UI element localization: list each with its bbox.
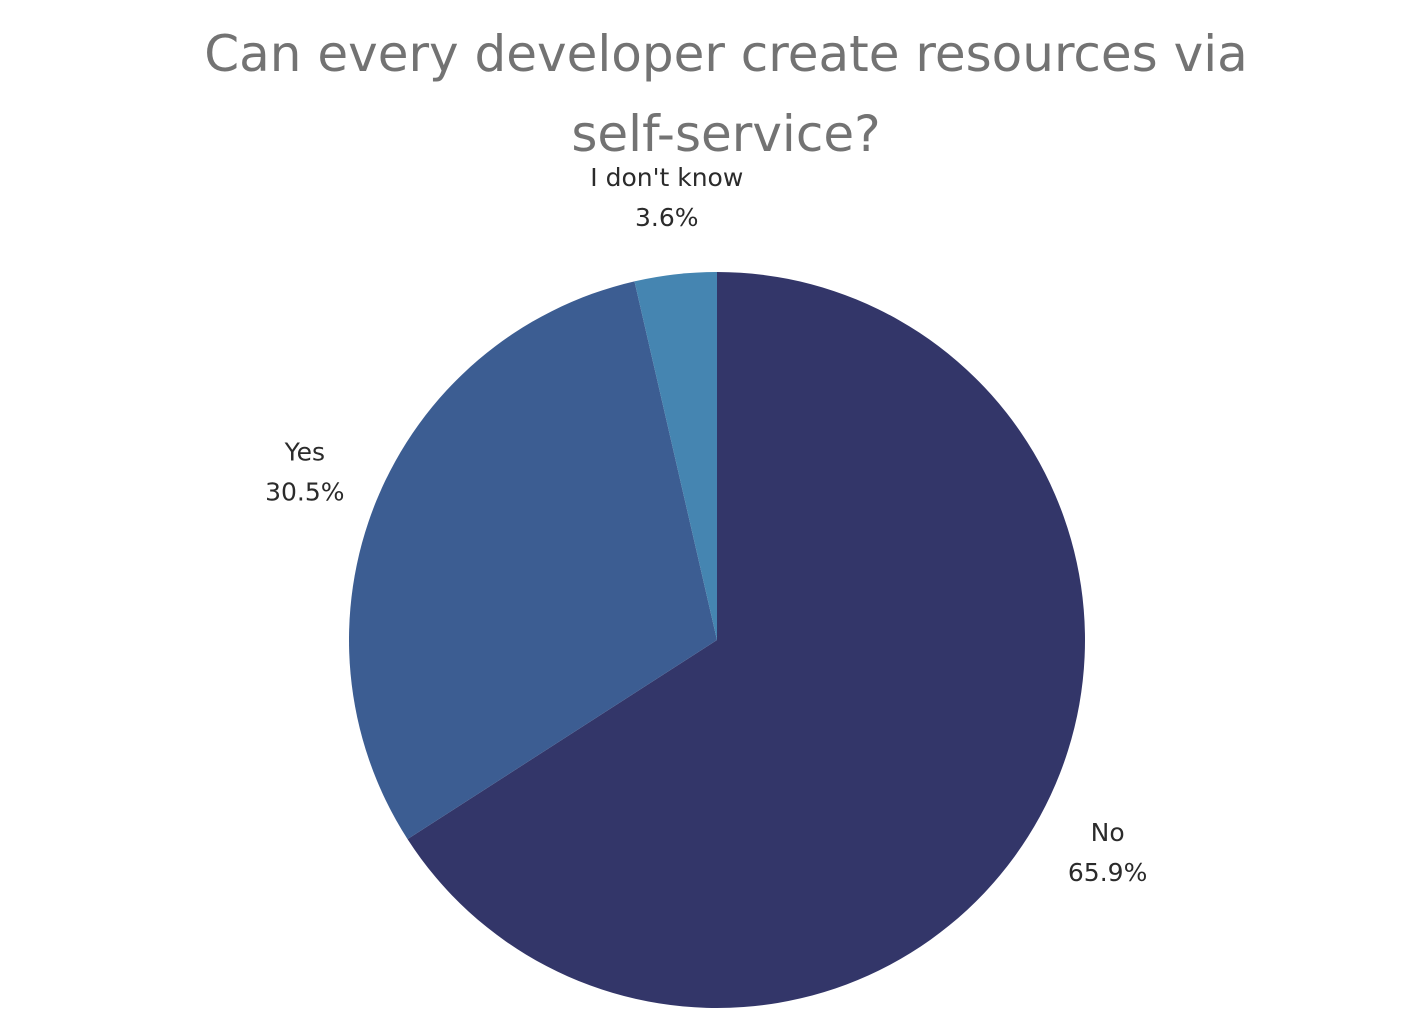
pie-slice-yes <box>348 281 717 840</box>
slice-label-yes: Yes <box>284 437 325 466</box>
chart-title: Can every developer create resources via… <box>204 25 1248 163</box>
pie-slice-i-don-t-know <box>634 272 717 640</box>
slice-label-i-don-t-know: I don't know <box>590 163 743 192</box>
slice-value-label-no: 65.9% <box>1068 858 1147 887</box>
pie-slices <box>348 272 1086 1009</box>
slice-value-label-i-don-t-know: 3.6% <box>635 203 699 232</box>
pie-slice-no <box>407 272 1086 1009</box>
slice-labels: No 65.9% Yes 30.5% I don't know 3.6% <box>265 163 1147 887</box>
slice-value-label-yes: 30.5% <box>265 477 344 506</box>
slice-label-no: No <box>1091 818 1125 847</box>
